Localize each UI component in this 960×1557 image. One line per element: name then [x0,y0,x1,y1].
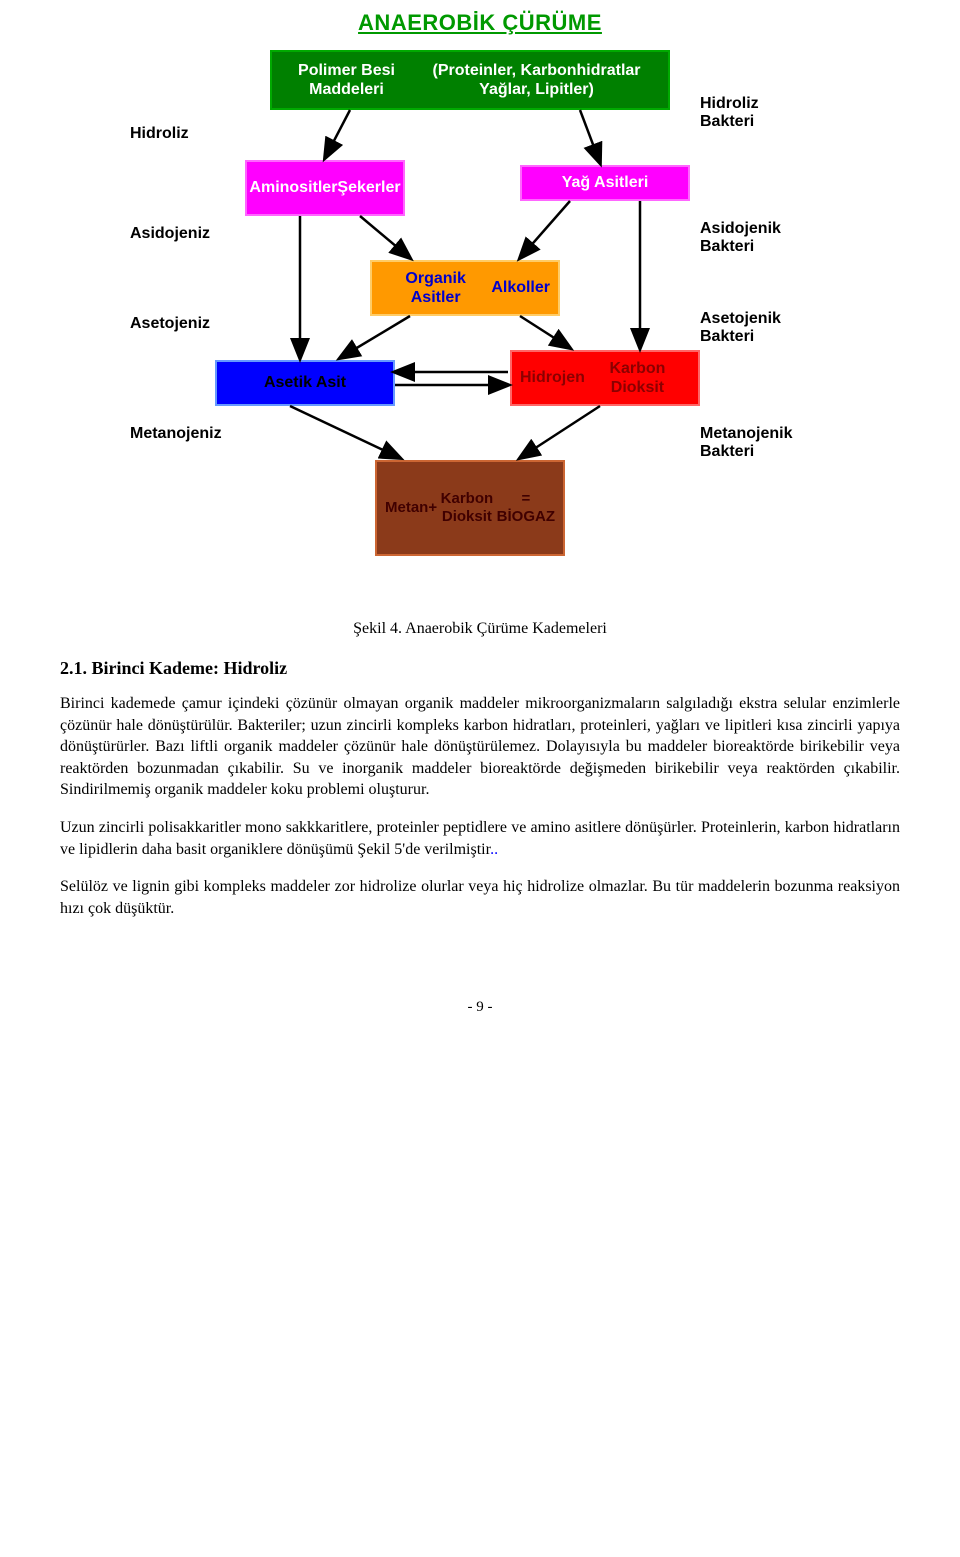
node-fatty-acids: Yağ Asitleri [520,165,690,201]
page-number: - 9 - [0,999,960,1016]
node-polymer: Polimer Besi Maddeleri(Proteinler, Karbo… [270,50,670,110]
diagram-title: ANAEROBİK ÇÜRÜME [100,10,860,36]
node-amino-sugars: AminositlerŞekerler [245,160,405,216]
stage-asetojeniz: Asetojeniz [130,315,210,333]
bacteria-hidroliz: HidrolizBakteri [700,95,759,131]
bacteria-metanojenik: MetanojenikBakteri [700,425,792,461]
paragraph-2-text: Uzun zincirli polisakkaritler mono sakkk… [60,819,900,858]
section-title: Birinci Kademe: Hidroliz [92,658,288,678]
anaerobic-diagram: ANAEROBİK ÇÜRÜME Polimer Besi Maddeleri(… [100,10,860,590]
stage-metanojeniz: Metanojeniz [130,425,222,443]
paragraph-1: Birinci kademede çamur içindeki çözünür … [60,693,900,801]
section-number: 2.1. [60,658,87,678]
bacteria-asetojenik: AsetojenikBakteri [700,310,781,346]
stage-asidojeniz: Asidojeniz [130,225,210,243]
paragraph-2: Uzun zincirli polisakkaritler mono sakkk… [60,817,900,860]
stage-hidroliz: Hidroliz [130,125,189,143]
section-heading: 2.1. Birinci Kademe: Hidroliz [60,658,900,679]
figure-caption: Şekil 4. Anaerobik Çürüme Kademeleri [0,620,960,638]
node-acetic-acid: Asetik Asit [215,360,395,406]
bacteria-asidojenik: AsidojenikBakteri [700,220,781,256]
node-biogas: Metan+Karbon Dioksit= BİOGAZ [375,460,565,556]
node-organic-acids: Organik AsitlerAlkoller [370,260,560,316]
paragraph-3: Selülöz ve lignin gibi kompleks maddeler… [60,876,900,919]
reference-link[interactable]: .. [490,841,498,858]
node-hydrogen-co2: HidrojenKarbon Dioksit [510,350,700,406]
